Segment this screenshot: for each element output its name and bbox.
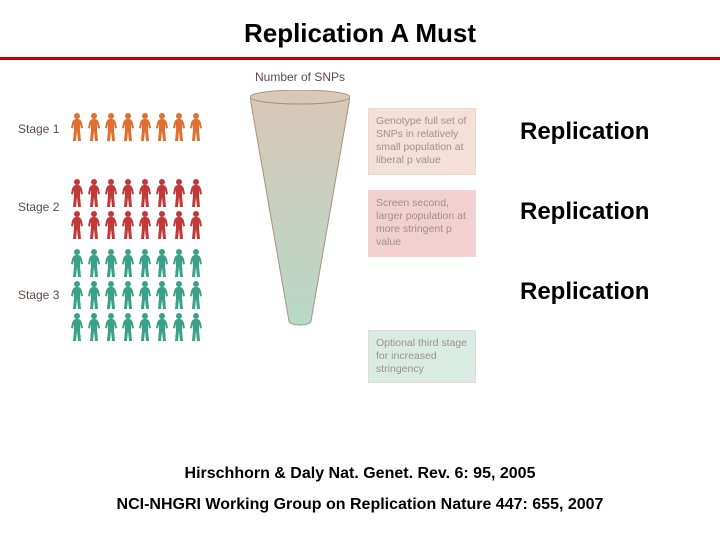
person-icon <box>87 312 101 342</box>
person-icon <box>104 312 118 342</box>
person-icon <box>155 210 169 240</box>
person-icon <box>189 112 203 142</box>
person-icon <box>104 280 118 310</box>
stage-label-1: Stage 1 <box>18 122 59 136</box>
person-icon <box>189 280 203 310</box>
person-icon <box>155 248 169 278</box>
person-icon <box>104 178 118 208</box>
person-icon <box>87 112 101 142</box>
person-icon <box>70 210 84 240</box>
person-icon <box>138 210 152 240</box>
stage-label-2: Stage 2 <box>18 200 59 214</box>
people-row <box>70 210 203 240</box>
person-icon <box>70 312 84 342</box>
person-icon <box>189 248 203 278</box>
snp-header: Number of SNPs <box>250 70 350 84</box>
replication-label-3: Replication <box>520 278 649 306</box>
stage-label-3: Stage 3 <box>18 288 59 302</box>
funnel-shape <box>250 90 350 328</box>
person-icon <box>70 112 84 142</box>
person-icon <box>189 312 203 342</box>
person-icon <box>87 210 101 240</box>
page-title: Replication A Must <box>0 0 720 57</box>
person-icon <box>87 248 101 278</box>
person-icon <box>155 312 169 342</box>
diagram-area: Number of SNPs Stage 1 Genotype full set … <box>0 70 720 420</box>
person-icon <box>70 280 84 310</box>
person-icon <box>121 112 135 142</box>
person-icon <box>138 178 152 208</box>
person-icon <box>70 248 84 278</box>
person-icon <box>87 280 101 310</box>
person-icon <box>121 210 135 240</box>
person-icon <box>155 280 169 310</box>
citation-2: NCI-NHGRI Working Group on Replication N… <box>0 490 720 520</box>
person-icon <box>104 248 118 278</box>
person-icon <box>121 312 135 342</box>
person-icon <box>172 210 186 240</box>
person-icon <box>138 280 152 310</box>
stage-desc-3: Optional third stage for increased strin… <box>368 330 476 383</box>
replication-label-2: Replication <box>520 198 649 226</box>
person-icon <box>104 112 118 142</box>
person-icon <box>121 248 135 278</box>
people-row <box>70 112 203 142</box>
person-icon <box>104 210 118 240</box>
people-row <box>70 178 203 208</box>
stage-desc-2: Screen second, larger population at more… <box>368 190 476 257</box>
person-icon <box>121 280 135 310</box>
citations: Hirschhorn & Daly Nat. Genet. Rev. 6: 95… <box>0 459 720 520</box>
people-row <box>70 280 203 310</box>
replication-label-1: Replication <box>520 118 649 146</box>
citation-1: Hirschhorn & Daly Nat. Genet. Rev. 6: 95… <box>0 459 720 489</box>
person-icon <box>138 248 152 278</box>
people-row <box>70 248 203 278</box>
person-icon <box>155 178 169 208</box>
person-icon <box>121 178 135 208</box>
person-icon <box>70 178 84 208</box>
person-icon <box>172 312 186 342</box>
person-icon <box>155 112 169 142</box>
person-icon <box>189 210 203 240</box>
person-icon <box>172 280 186 310</box>
title-rule <box>0 57 720 60</box>
person-icon <box>172 178 186 208</box>
stage-desc-1: Genotype full set of SNPs in relatively … <box>368 108 476 175</box>
person-icon <box>87 178 101 208</box>
person-icon <box>172 248 186 278</box>
person-icon <box>172 112 186 142</box>
person-icon <box>189 178 203 208</box>
person-icon <box>138 312 152 342</box>
people-row <box>70 312 203 342</box>
person-icon <box>138 112 152 142</box>
